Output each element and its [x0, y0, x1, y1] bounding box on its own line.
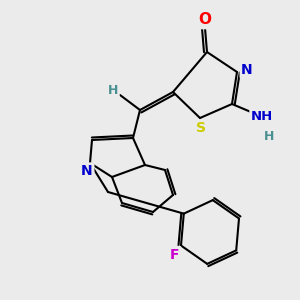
Text: NH: NH: [251, 110, 273, 124]
Text: N: N: [81, 164, 93, 178]
Text: N: N: [241, 63, 253, 77]
Text: O: O: [199, 13, 212, 28]
Text: H: H: [108, 83, 118, 97]
Text: H: H: [264, 130, 274, 143]
Text: F: F: [170, 248, 180, 262]
Text: S: S: [196, 121, 206, 135]
